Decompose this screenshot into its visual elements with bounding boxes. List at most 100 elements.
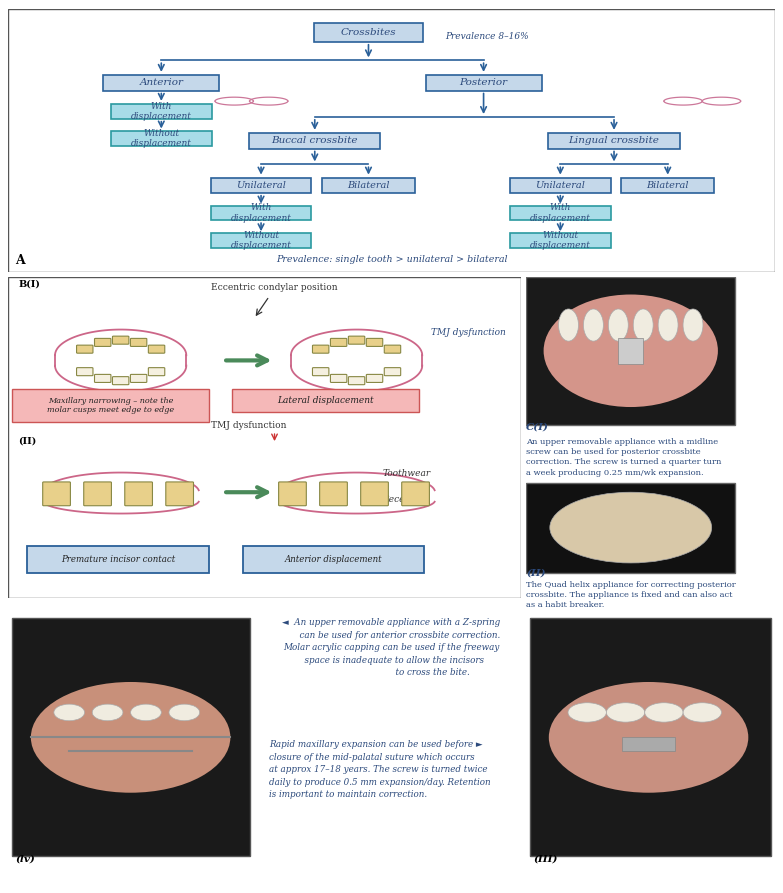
- FancyBboxPatch shape: [348, 377, 365, 385]
- Bar: [619, 338, 643, 363]
- Text: Unilateral: Unilateral: [536, 181, 585, 190]
- FancyBboxPatch shape: [330, 338, 347, 346]
- FancyBboxPatch shape: [361, 482, 388, 505]
- Text: TMJ dysfunction: TMJ dysfunction: [431, 328, 505, 337]
- Text: ◄  An upper removable appliance with a Z-spring
      can be used for anterior c: ◄ An upper removable appliance with a Z-…: [283, 618, 500, 677]
- FancyBboxPatch shape: [95, 338, 111, 346]
- FancyBboxPatch shape: [166, 482, 193, 505]
- FancyBboxPatch shape: [111, 104, 211, 119]
- FancyBboxPatch shape: [84, 482, 111, 505]
- Text: Toothwear: Toothwear: [382, 469, 431, 478]
- FancyBboxPatch shape: [366, 374, 383, 382]
- FancyBboxPatch shape: [348, 336, 365, 344]
- Ellipse shape: [683, 703, 721, 722]
- Text: B(I): B(I): [18, 280, 40, 288]
- Ellipse shape: [633, 309, 653, 341]
- FancyBboxPatch shape: [27, 547, 209, 573]
- Bar: [622, 738, 676, 751]
- Text: Lateral displacement: Lateral displacement: [277, 396, 374, 405]
- Bar: [12, 618, 250, 856]
- FancyBboxPatch shape: [211, 205, 312, 221]
- FancyBboxPatch shape: [131, 338, 147, 346]
- Ellipse shape: [606, 703, 644, 722]
- Text: C(I): C(I): [526, 422, 549, 431]
- FancyBboxPatch shape: [322, 178, 415, 193]
- FancyBboxPatch shape: [111, 131, 211, 146]
- Text: (lv): (lv): [16, 855, 35, 864]
- Ellipse shape: [683, 309, 703, 341]
- Bar: [529, 618, 771, 856]
- Text: Buccal crossbite: Buccal crossbite: [272, 136, 358, 146]
- Text: Prevalence 8–16%: Prevalence 8–16%: [446, 32, 529, 41]
- Text: Anterior: Anterior: [139, 79, 183, 88]
- FancyBboxPatch shape: [103, 75, 219, 91]
- Text: The Quad helix appliance for correcting posterior
crossbite. The appliance is fi: The Quad helix appliance for correcting …: [526, 580, 736, 609]
- Ellipse shape: [54, 704, 85, 721]
- Text: A: A: [16, 255, 25, 268]
- Ellipse shape: [644, 703, 683, 722]
- FancyBboxPatch shape: [402, 482, 429, 505]
- FancyBboxPatch shape: [131, 374, 147, 382]
- FancyBboxPatch shape: [622, 178, 714, 193]
- FancyBboxPatch shape: [315, 23, 423, 42]
- FancyBboxPatch shape: [77, 345, 93, 354]
- FancyBboxPatch shape: [113, 377, 129, 385]
- Ellipse shape: [558, 309, 579, 341]
- Text: Crossbites: Crossbites: [341, 29, 396, 38]
- Ellipse shape: [92, 704, 123, 721]
- Text: Without
displacement: Without displacement: [131, 129, 192, 148]
- FancyBboxPatch shape: [148, 368, 164, 376]
- Text: Posterior: Posterior: [460, 79, 507, 88]
- Text: Eccentric condylar position: Eccentric condylar position: [211, 283, 337, 292]
- Text: Lingual crossbite: Lingual crossbite: [568, 136, 659, 146]
- Text: Anterior displacement: Anterior displacement: [285, 555, 382, 564]
- Text: Prevalence: single tooth > unilateral > bilateral: Prevalence: single tooth > unilateral > …: [276, 255, 507, 263]
- FancyBboxPatch shape: [426, 75, 542, 91]
- FancyBboxPatch shape: [548, 133, 680, 148]
- FancyBboxPatch shape: [95, 374, 111, 382]
- FancyBboxPatch shape: [312, 345, 329, 354]
- Text: Without
displacement: Without displacement: [231, 231, 291, 250]
- Text: (III): (III): [533, 855, 557, 864]
- Text: Bilateral: Bilateral: [347, 181, 390, 190]
- FancyBboxPatch shape: [211, 233, 312, 248]
- FancyBboxPatch shape: [77, 368, 93, 376]
- Text: Without
displacement: Without displacement: [530, 231, 590, 250]
- Text: Recession: Recession: [382, 495, 428, 504]
- Text: An upper removable appliance with a midline
screw can be used for posterior cros: An upper removable appliance with a midl…: [526, 438, 722, 477]
- Text: Rapid maxillary expansion can be used before ►
closure of the mid-palatal suture: Rapid maxillary expansion can be used be…: [269, 740, 490, 799]
- Ellipse shape: [549, 682, 749, 793]
- FancyBboxPatch shape: [510, 205, 611, 221]
- Text: Premature incisor contact: Premature incisor contact: [61, 555, 175, 564]
- Text: (II): (II): [526, 569, 546, 578]
- FancyBboxPatch shape: [43, 482, 70, 505]
- Text: TMJ dysfunction: TMJ dysfunction: [211, 421, 287, 430]
- FancyBboxPatch shape: [243, 547, 424, 573]
- FancyBboxPatch shape: [12, 388, 209, 422]
- FancyBboxPatch shape: [319, 482, 348, 505]
- FancyBboxPatch shape: [366, 338, 383, 346]
- FancyBboxPatch shape: [233, 388, 419, 413]
- FancyBboxPatch shape: [330, 374, 347, 382]
- FancyBboxPatch shape: [510, 178, 611, 193]
- Ellipse shape: [550, 492, 712, 563]
- FancyBboxPatch shape: [249, 133, 381, 148]
- Text: With
displacement: With displacement: [231, 204, 291, 222]
- FancyBboxPatch shape: [124, 482, 153, 505]
- Ellipse shape: [131, 704, 161, 721]
- Text: Unilateral: Unilateral: [236, 181, 286, 190]
- Ellipse shape: [568, 703, 606, 722]
- FancyBboxPatch shape: [211, 178, 312, 193]
- FancyBboxPatch shape: [279, 482, 306, 505]
- FancyBboxPatch shape: [312, 368, 329, 376]
- Bar: [526, 277, 735, 425]
- Ellipse shape: [583, 309, 604, 341]
- Text: Maxillary narrowing – note the
molar cusps meet edge to edge: Maxillary narrowing – note the molar cus…: [47, 396, 174, 414]
- Text: With
displacement: With displacement: [530, 204, 590, 222]
- Ellipse shape: [659, 309, 678, 341]
- FancyBboxPatch shape: [384, 345, 401, 354]
- FancyBboxPatch shape: [148, 345, 164, 354]
- Ellipse shape: [169, 704, 200, 721]
- Text: With
displacement: With displacement: [131, 102, 192, 121]
- FancyBboxPatch shape: [510, 233, 611, 248]
